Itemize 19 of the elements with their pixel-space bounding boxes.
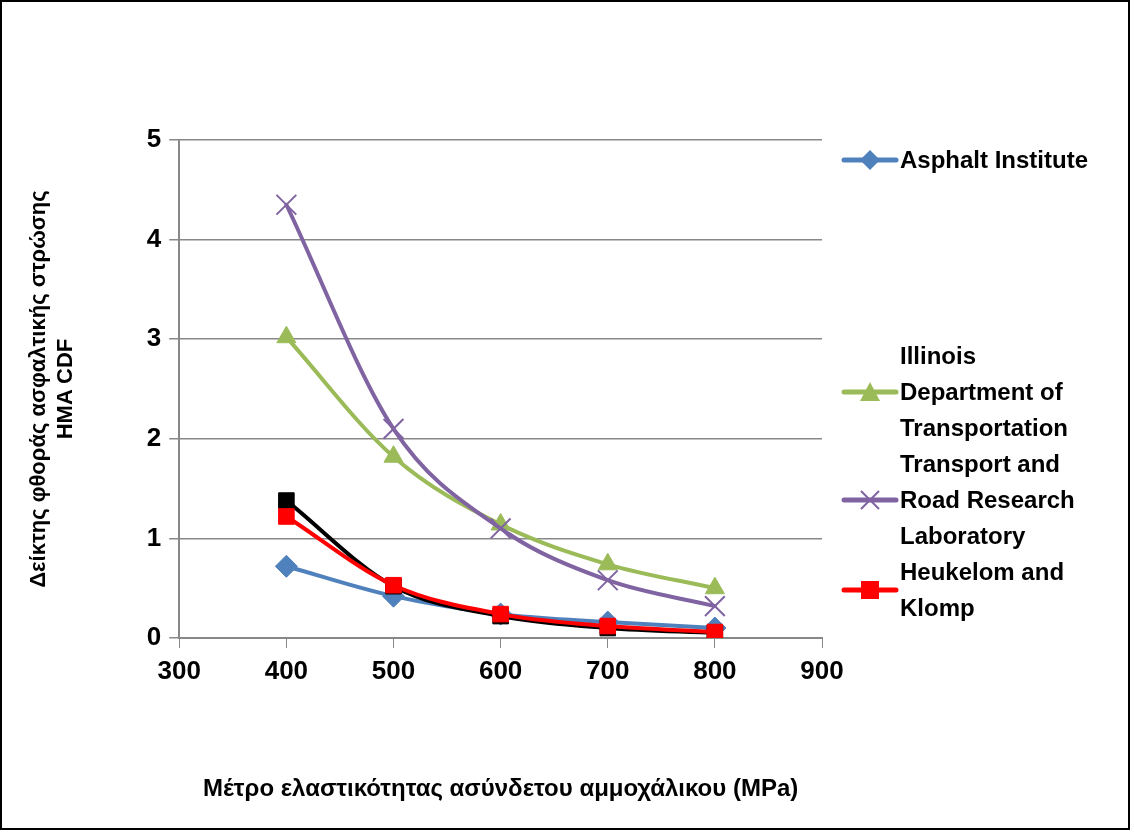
x-tick-label: 900: [800, 654, 844, 685]
legend-label: Transport and Road Research Laboratory: [900, 449, 1076, 551]
y-tick-label: 4: [146, 222, 162, 253]
x-tick-label: 300: [157, 654, 201, 685]
y-tick-label: 0: [146, 621, 162, 652]
y-tick-label: 3: [146, 322, 162, 353]
legend-label: Heukelom and Klomp: [900, 557, 1066, 623]
x-axis-title: Μέτρο ελαστικότητας ασύνδετου αμμοχάλικου (MPa): [203, 774, 799, 802]
x-tick-label: 500: [371, 654, 416, 685]
legend-label: Illinois Department of Transportation: [900, 341, 1069, 443]
y-tick-label: 1: [146, 521, 162, 552]
y-tick-label: 2: [146, 421, 162, 452]
y-tick-label: 5: [146, 123, 162, 154]
x-tick-label: 600: [478, 654, 523, 685]
y-axis-title: Δείκτης φθοράς ασφαλτικής στρώσης HMA CDF: [25, 190, 77, 588]
x-tick-label: 400: [264, 654, 309, 685]
x-tick-label: 700: [586, 654, 630, 685]
x-tick-label: 800: [693, 654, 737, 685]
legend-label: Asphalt Institute: [900, 145, 1089, 175]
